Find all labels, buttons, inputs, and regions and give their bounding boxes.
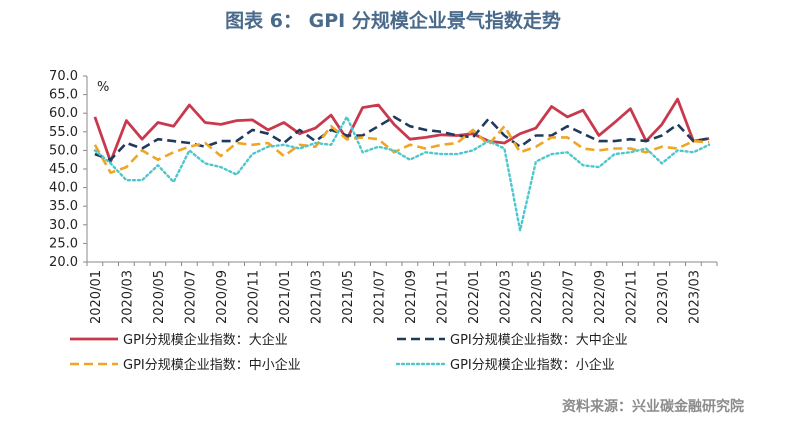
x-tick-label: 2022/11 <box>624 270 639 324</box>
x-tick-label: 2020/05 <box>152 270 167 324</box>
x-tick-label: 2023/01 <box>656 270 671 324</box>
x-tick-label: 2022/09 <box>593 270 608 324</box>
x-tick-label: 2022/05 <box>530 270 545 324</box>
x-tick-label: 2020/09 <box>215 270 230 324</box>
x-tick-label: 2021/03 <box>309 270 324 324</box>
x-tick-label: 2022/03 <box>498 270 513 324</box>
y-tick-label: 50.0 <box>49 143 78 158</box>
legend-label-2: GPI分规模企业指数：大中企业 <box>450 332 628 348</box>
series-line-1 <box>93 97 710 164</box>
y-unit-label: % <box>97 80 109 95</box>
source-note: 资料来源：兴业碳金融研究院 <box>562 399 744 415</box>
y-tick-label: 30.0 <box>49 218 78 233</box>
y-tick-label: 60.0 <box>49 106 78 121</box>
x-tick-label: 2022/01 <box>467 270 482 324</box>
x-tick-label: 2020/01 <box>89 270 104 324</box>
series-line-4 <box>93 115 711 232</box>
y-tick-label: 65.0 <box>49 88 78 103</box>
y-tick-label: 45.0 <box>49 162 78 177</box>
x-tick-label: 2023/03 <box>687 270 702 324</box>
legend-label-1: GPI分规模企业指数：大企业 <box>123 332 288 348</box>
series-line-3 <box>93 124 710 174</box>
x-tick-label: 2020/07 <box>183 270 198 324</box>
y-tick-label: 20.0 <box>49 255 78 270</box>
x-tick-label: 2021/11 <box>435 270 450 324</box>
y-tick-label: 40.0 <box>49 181 78 196</box>
x-tick-label: 2020/11 <box>246 270 261 324</box>
y-tick-label: 35.0 <box>49 199 78 214</box>
y-tick-label: 25.0 <box>49 236 78 251</box>
x-tick-label: 2021/01 <box>278 270 293 324</box>
x-tick-label: 2021/09 <box>404 270 419 324</box>
x-tick-label: 2022/07 <box>561 270 576 324</box>
x-tick-label: 2020/03 <box>120 270 135 324</box>
y-tick-label: 55.0 <box>49 125 78 140</box>
legend-label-3: GPI分规模企业指数：中小企业 <box>123 357 301 373</box>
legend-label-4: GPI分规模企业指数：小企业 <box>450 357 615 373</box>
x-tick-label: 2021/07 <box>372 270 387 324</box>
x-tick-label: 2021/05 <box>341 270 356 324</box>
chart-title: 图表 6： GPI 分规模企业景气指数走势 <box>225 10 561 32</box>
y-tick-label: 70.0 <box>49 69 78 84</box>
